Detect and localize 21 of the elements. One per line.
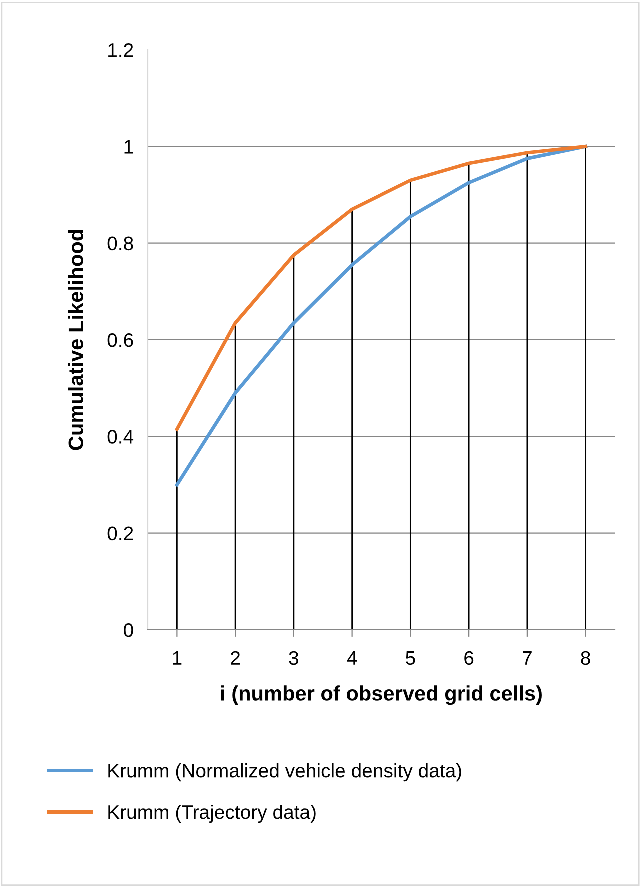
line-series xyxy=(175,144,588,487)
y-tick-label: 0.6 xyxy=(108,333,134,348)
legend-label: Krumm (Trajectory data) xyxy=(108,804,316,824)
line-series xyxy=(175,144,588,432)
y-tick-label: 1.2 xyxy=(108,43,134,58)
y-axis-title: Cumulative Likelihood xyxy=(68,230,84,450)
y-tick-label: 0.2 xyxy=(108,526,134,541)
x-tick-label: 7 xyxy=(523,652,532,665)
y-tick-label: 0.4 xyxy=(108,430,134,444)
legend-label: Krumm (Normalized vehicle density data) xyxy=(108,764,462,782)
y-tick-label: 0 xyxy=(124,623,134,638)
x-tick-label: 4 xyxy=(347,652,358,665)
y-tick-label: 0.8 xyxy=(108,236,134,251)
x-tick-label: 5 xyxy=(406,652,416,666)
x-tick-label: 1 xyxy=(173,652,182,665)
x-tick-label: 8 xyxy=(581,651,590,666)
x-tick-label: 3 xyxy=(289,651,298,666)
x-tick-label: 2 xyxy=(231,651,240,665)
x-tick-label: 6 xyxy=(464,651,474,666)
y-tick-label: 1 xyxy=(124,140,134,154)
x-axis-title: i (number of observed grid cells) xyxy=(221,686,542,706)
